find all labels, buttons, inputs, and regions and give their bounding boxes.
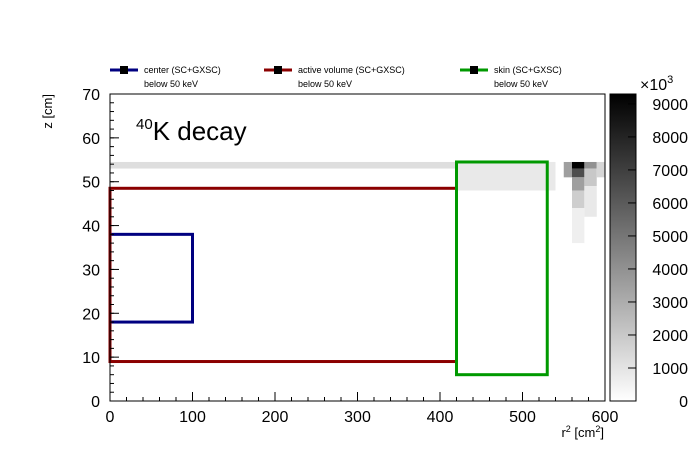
colorbar-tick-label: 6000 [652, 196, 688, 213]
colorbar-tick-label: 9000 [652, 97, 688, 114]
legend-sublabel: below 50 keV [144, 79, 198, 89]
legend-label: center (SC+GXSC) [144, 65, 221, 75]
heat-cell [572, 208, 585, 244]
colorbar [610, 94, 636, 401]
decay-annotation: 40K decay [136, 116, 247, 146]
legend-marker [470, 66, 478, 74]
y-tick-label: 70 [82, 87, 100, 104]
legend-label: active volume (SC+GXSC) [298, 65, 405, 75]
colorbar-tick-label: 3000 [652, 295, 688, 312]
y-tick-label: 20 [82, 306, 100, 323]
x-tick-label: 500 [509, 409, 536, 426]
colorbar-tick-label: 5000 [652, 229, 688, 246]
heat-cell [572, 161, 585, 169]
heat-cell [456, 161, 556, 191]
heat-cell [584, 168, 597, 187]
colorbar-tick-label: 1000 [652, 361, 688, 378]
heatmap-cells [110, 161, 605, 244]
y-axis: 0 10 20 30 40 50 60 70 [82, 87, 119, 411]
heat-cell [572, 190, 585, 209]
colorbar-axis: 0 1000 2000 3000 4000 5000 6000 7000 8000 9000 [609, 93, 688, 411]
legend-sublabel: below 50 keV [494, 79, 548, 89]
heat-cell [596, 161, 605, 178]
x-tick-label: 200 [262, 409, 289, 426]
heat-cell [572, 177, 585, 191]
heat-cell [584, 161, 597, 169]
legend: center (SC+GXSC) below 50 keV active volum… [110, 65, 562, 89]
x-tick-label: 0 [106, 409, 115, 426]
colorbar-frame [609, 93, 637, 402]
legend-sublabel: below 50 keV [298, 79, 352, 89]
x-axis-title: r2 [cm2] [561, 424, 604, 440]
colorbar-tick-label: 2000 [652, 328, 688, 345]
x-tick-label: 300 [344, 409, 371, 426]
heat-cell [584, 186, 597, 217]
y-tick-label: 60 [82, 131, 100, 148]
x-tick-label: 600 [592, 409, 619, 426]
heat-cell [572, 168, 585, 178]
y-tick-label: 0 [91, 394, 100, 411]
colorbar-multiplier: ×103 [640, 74, 673, 94]
x-tick-label: 400 [427, 409, 454, 426]
heat-cell [110, 161, 457, 169]
region-box [455, 160, 549, 377]
colorbar-tick-label: 7000 [652, 163, 688, 180]
legend-marker [120, 66, 128, 74]
legend-marker [274, 66, 282, 74]
x-tick-label: 100 [179, 409, 206, 426]
x-axis: 0 100 200 300 400 500 600 [106, 392, 619, 426]
colorbar-tick-label: 4000 [652, 262, 688, 279]
annotation-superscript: 40 [136, 116, 153, 133]
y-tick-label: 40 [82, 219, 100, 236]
colorbar-tick-label: 0 [679, 394, 688, 411]
y-axis-title: z [cm] [40, 94, 55, 129]
y-tick-label: 30 [82, 262, 100, 279]
y-tick-label: 50 [82, 175, 100, 192]
y-tick-label: 10 [82, 350, 100, 367]
colorbar-tick-label: 8000 [652, 130, 688, 147]
legend-label: skin (SC+GXSC) [494, 65, 562, 75]
annotation-text: K decay [153, 116, 247, 146]
heat-cell [563, 161, 572, 178]
